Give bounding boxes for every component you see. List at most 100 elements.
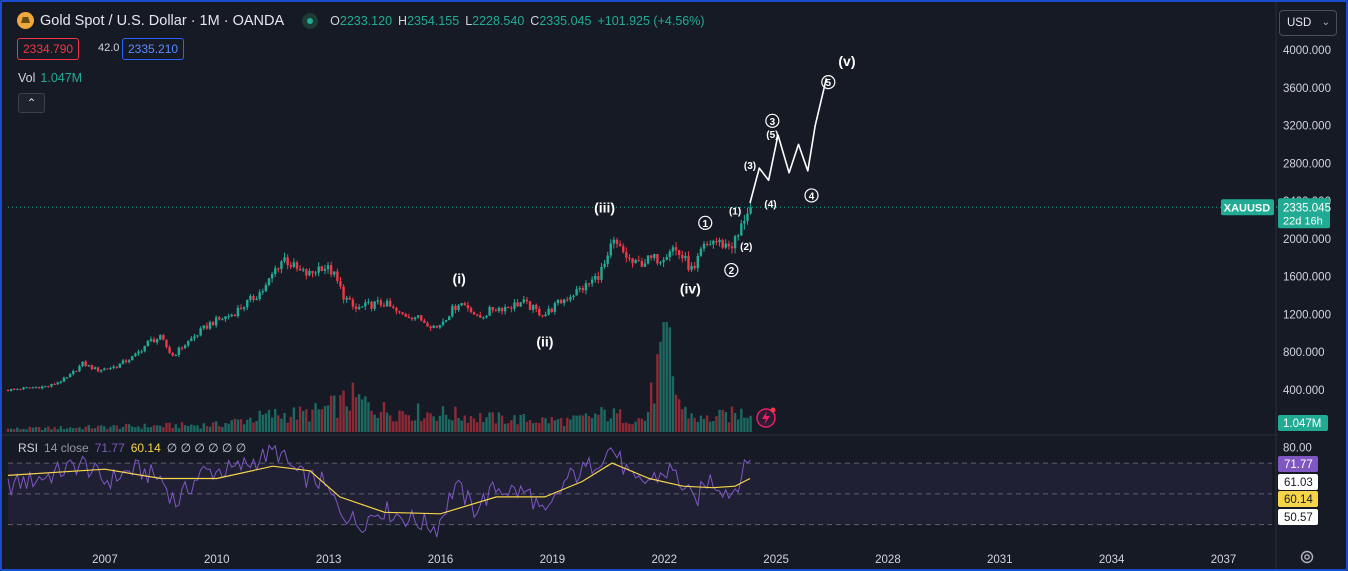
- candle-body: [93, 367, 97, 370]
- volume-bar: [656, 354, 659, 432]
- candle-body: [280, 261, 283, 270]
- collapse-legend-button[interactable]: ⌃: [18, 93, 45, 113]
- candle-body: [333, 271, 336, 275]
- volume-bar: [485, 417, 488, 432]
- volume-bar: [640, 418, 644, 432]
- volume-bar: [488, 412, 491, 432]
- candle-body: [174, 354, 177, 356]
- candle-body: [702, 243, 706, 249]
- candle-body: [659, 262, 662, 264]
- gear-icon[interactable]: [1299, 549, 1315, 565]
- volume-bar: [25, 429, 28, 432]
- candle-body: [634, 260, 637, 264]
- volume-bar: [482, 421, 485, 432]
- volume-bar: [68, 427, 72, 432]
- candle-body: [631, 258, 634, 264]
- volume-bar: [301, 411, 305, 432]
- volume-bar: [196, 425, 199, 432]
- rsi-ma-value-legend: 60.14: [130, 441, 161, 455]
- rsi-level-badge: 50.57: [1284, 512, 1313, 524]
- candle-body: [497, 307, 501, 311]
- candle-body: [84, 361, 87, 367]
- chevron-down-icon: ⌄: [1321, 17, 1330, 28]
- candle-body: [628, 257, 631, 259]
- buy-button[interactable]: 2335.210: [122, 38, 185, 60]
- candle-body: [590, 279, 594, 284]
- symbol-title[interactable]: Gold Spot / U.S. Dollar · 1M · OANDA: [40, 12, 285, 29]
- volume-bar: [168, 422, 171, 432]
- volume-bar: [140, 428, 143, 432]
- candle-body: [709, 244, 712, 246]
- volume-bar: [370, 410, 373, 432]
- volume-bar: [516, 424, 519, 432]
- volume-bar: [724, 412, 727, 432]
- candle-body: [671, 247, 675, 252]
- spread-value: 42.0: [98, 42, 120, 54]
- candle-body: [569, 297, 572, 300]
- candle-body: [693, 265, 696, 269]
- candle-body: [637, 260, 640, 262]
- candle-body: [566, 299, 569, 301]
- volume-bar: [90, 428, 94, 432]
- symbol-legend: Gold Spot / U.S. Dollar · 1M · OANDA O22…: [17, 12, 705, 29]
- sell-button[interactable]: 2334.790: [17, 38, 80, 60]
- volume-bar: [93, 428, 97, 432]
- ohlc-value: 2335.045: [539, 13, 592, 28]
- candle-body: [500, 307, 504, 312]
- candle-body: [578, 288, 581, 290]
- time-tick-label: 2034: [1099, 554, 1125, 566]
- wave-label: (5): [766, 130, 778, 141]
- currency-selector[interactable]: USD ⌄: [1279, 10, 1337, 36]
- volume-bar: [280, 418, 283, 432]
- time-tick-label: 2037: [1211, 554, 1237, 566]
- volume-legend: Vol 1.047M: [18, 71, 82, 85]
- wave-label: 4: [809, 191, 815, 202]
- volume-bar: [65, 428, 69, 432]
- volume-bar: [177, 428, 181, 432]
- candle-body: [100, 370, 103, 372]
- candle-body: [528, 301, 532, 310]
- candle-body: [131, 355, 134, 361]
- volume-bar: [612, 408, 616, 432]
- volume-bar: [696, 421, 699, 432]
- candle-body: [292, 262, 296, 267]
- candle-body: [115, 366, 118, 368]
- volume-bar: [699, 415, 703, 432]
- time-tick-label: 2016: [428, 554, 454, 566]
- candle-body: [323, 269, 327, 271]
- volume-bar: [311, 409, 314, 432]
- candle-body: [283, 257, 286, 262]
- candle-body: [575, 289, 578, 296]
- volume-bar: [653, 403, 656, 432]
- time-tick-label: 2028: [875, 554, 901, 566]
- candle-body: [622, 246, 625, 253]
- volume-bar: [19, 429, 22, 432]
- volume-bar: [180, 422, 184, 432]
- wave-label: (2): [740, 242, 752, 253]
- volume-bar: [423, 418, 426, 432]
- candle-body: [140, 351, 143, 353]
- rsi-tick-label: 80.00: [1283, 443, 1312, 455]
- volume-bar: [121, 426, 125, 432]
- candle-body: [72, 371, 75, 375]
- price-tick-label: 400.000: [1283, 385, 1325, 397]
- candle-body: [171, 352, 174, 356]
- candle-body: [348, 297, 351, 300]
- volume-bar: [538, 422, 541, 432]
- volume-bar: [100, 425, 103, 432]
- rsi-params: 14 close: [44, 441, 89, 455]
- volume-bar: [171, 427, 174, 432]
- candle-body: [214, 317, 218, 326]
- volume-bar: [444, 414, 448, 432]
- candle-body: [550, 308, 553, 312]
- candle-body: [190, 338, 193, 342]
- volume-bar: [87, 425, 90, 432]
- wave-label: 3: [770, 117, 776, 128]
- volume-bar: [392, 421, 395, 432]
- wave-circle: [765, 113, 780, 128]
- volume-bar: [255, 420, 258, 432]
- ohlc-value: +101.925 (+4.56%): [597, 13, 705, 28]
- volume-bar: [270, 417, 274, 432]
- volume-bar: [441, 406, 445, 432]
